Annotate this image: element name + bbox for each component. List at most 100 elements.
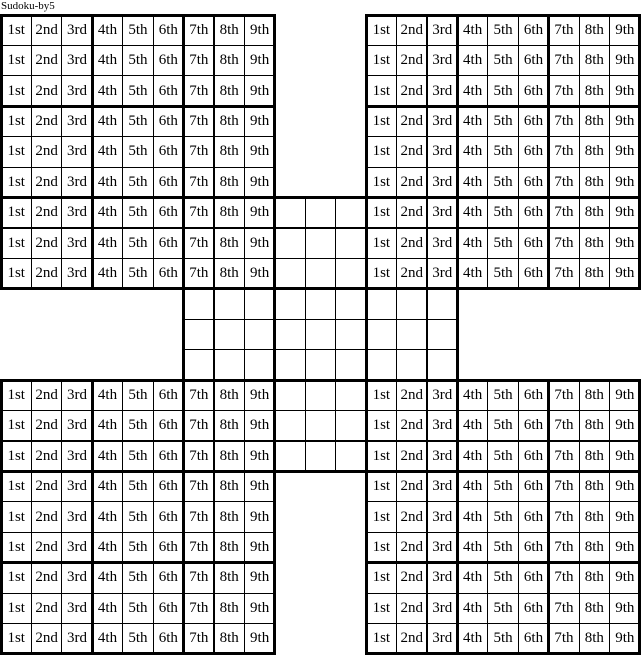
cell[interactable]: 2nd <box>396 592 428 625</box>
cell[interactable]: 9th <box>243 592 276 625</box>
cell[interactable]: 2nd <box>30 257 63 290</box>
cell[interactable]: 4th <box>91 531 124 564</box>
cell[interactable]: 3rd <box>61 592 93 625</box>
cell[interactable]: 8th <box>578 166 611 199</box>
cell[interactable]: 1st <box>365 166 398 199</box>
cell[interactable]: 3rd <box>426 105 458 138</box>
cell[interactable]: 3rd <box>61 440 93 472</box>
empty-cell[interactable] <box>274 379 306 412</box>
cell[interactable]: 2nd <box>30 410 63 442</box>
cell[interactable]: 7th <box>183 105 215 138</box>
cell[interactable]: 4th <box>91 592 124 625</box>
cell[interactable]: 6th <box>517 592 550 625</box>
cell[interactable]: 8th <box>213 105 245 138</box>
cell[interactable]: 8th <box>213 227 245 259</box>
cell[interactable]: 4th <box>456 501 489 533</box>
cell[interactable]: 3rd <box>61 562 93 594</box>
cell[interactable]: 6th <box>152 105 185 138</box>
cell[interactable]: 9th <box>609 379 641 412</box>
cell[interactable]: 4th <box>91 227 124 259</box>
cell[interactable]: 6th <box>152 501 185 533</box>
cell[interactable]: 4th <box>456 410 489 442</box>
cell[interactable]: 2nd <box>30 592 63 625</box>
cell[interactable]: 3rd <box>61 44 93 77</box>
cell[interactable]: 7th <box>183 531 215 564</box>
cell[interactable]: 8th <box>213 166 245 199</box>
cell[interactable]: 5th <box>487 592 519 625</box>
cell[interactable]: 1st <box>365 440 398 472</box>
cell[interactable]: 8th <box>578 44 611 77</box>
cell[interactable]: 4th <box>456 75 489 107</box>
cell[interactable]: 9th <box>609 14 641 46</box>
cell[interactable]: 9th <box>243 531 276 564</box>
cell[interactable]: 5th <box>122 136 154 168</box>
cell[interactable]: 3rd <box>426 379 458 412</box>
cell[interactable]: 5th <box>122 592 154 625</box>
cell[interactable]: 7th <box>548 470 580 503</box>
cell[interactable]: 7th <box>548 75 580 107</box>
empty-cell[interactable] <box>335 349 367 381</box>
cell[interactable]: 6th <box>517 166 550 199</box>
cell[interactable]: 5th <box>122 257 154 290</box>
cell[interactable]: 6th <box>152 227 185 259</box>
cell[interactable]: 1st <box>365 14 398 46</box>
cell[interactable]: 7th <box>548 440 580 472</box>
cell[interactable]: 7th <box>548 227 580 259</box>
cell[interactable]: 4th <box>91 410 124 442</box>
empty-cell[interactable] <box>426 349 458 381</box>
cell[interactable]: 1st <box>0 440 32 472</box>
cell[interactable]: 3rd <box>426 470 458 503</box>
empty-cell[interactable] <box>304 288 337 320</box>
cell[interactable]: 1st <box>365 227 398 259</box>
empty-cell[interactable] <box>243 288 276 320</box>
cell[interactable]: 1st <box>0 44 32 77</box>
cell[interactable]: 3rd <box>61 75 93 107</box>
cell[interactable]: 9th <box>243 470 276 503</box>
cell[interactable]: 5th <box>487 136 519 168</box>
cell[interactable]: 2nd <box>396 501 428 533</box>
cell[interactable]: 8th <box>213 379 245 412</box>
cell[interactable]: 6th <box>517 410 550 442</box>
cell[interactable]: 2nd <box>396 379 428 412</box>
cell[interactable]: 5th <box>122 531 154 564</box>
empty-cell[interactable] <box>243 318 276 351</box>
cell[interactable]: 6th <box>152 197 185 229</box>
cell[interactable]: 1st <box>365 501 398 533</box>
cell[interactable]: 4th <box>456 379 489 412</box>
cell[interactable]: 2nd <box>396 166 428 199</box>
cell[interactable]: 6th <box>152 440 185 472</box>
cell[interactable]: 1st <box>0 623 32 655</box>
cell[interactable]: 2nd <box>396 197 428 229</box>
empty-cell[interactable] <box>274 197 306 229</box>
cell[interactable]: 6th <box>152 14 185 46</box>
cell[interactable]: 1st <box>365 44 398 77</box>
cell[interactable]: 4th <box>91 470 124 503</box>
cell[interactable]: 5th <box>487 562 519 594</box>
empty-cell[interactable] <box>335 288 367 320</box>
cell[interactable]: 8th <box>578 501 611 533</box>
cell[interactable]: 6th <box>517 623 550 655</box>
cell[interactable]: 9th <box>243 501 276 533</box>
cell[interactable]: 7th <box>183 136 215 168</box>
empty-cell[interactable] <box>243 349 276 381</box>
cell[interactable]: 7th <box>548 14 580 46</box>
empty-cell[interactable] <box>274 410 306 442</box>
cell[interactable]: 8th <box>578 257 611 290</box>
cell[interactable]: 5th <box>122 166 154 199</box>
cell[interactable]: 1st <box>0 592 32 625</box>
cell[interactable]: 9th <box>609 257 641 290</box>
cell[interactable]: 9th <box>609 136 641 168</box>
cell[interactable]: 1st <box>365 105 398 138</box>
cell[interactable]: 6th <box>517 470 550 503</box>
cell[interactable]: 5th <box>122 562 154 594</box>
cell[interactable]: 3rd <box>61 197 93 229</box>
cell[interactable]: 6th <box>152 379 185 412</box>
cell[interactable]: 3rd <box>61 166 93 199</box>
cell[interactable]: 4th <box>456 562 489 594</box>
cell[interactable]: 8th <box>213 592 245 625</box>
cell[interactable]: 4th <box>91 562 124 594</box>
cell[interactable]: 6th <box>517 136 550 168</box>
cell[interactable]: 7th <box>183 623 215 655</box>
cell[interactable]: 1st <box>0 75 32 107</box>
cell[interactable]: 4th <box>91 14 124 46</box>
